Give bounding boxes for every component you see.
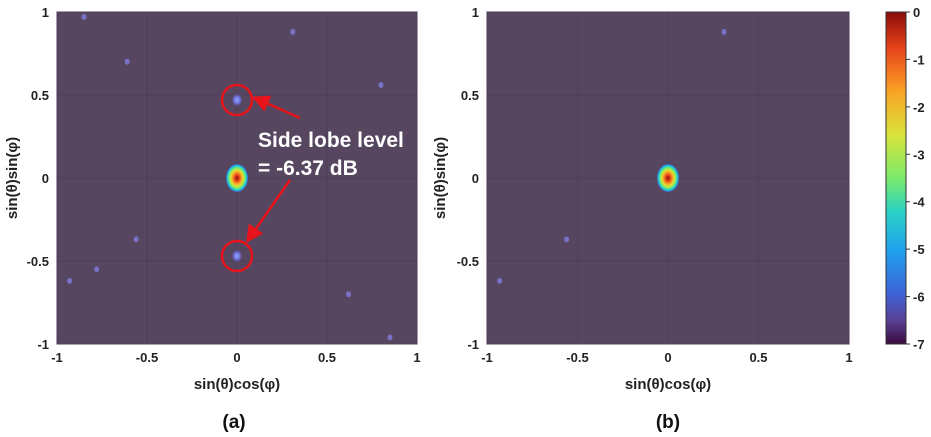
main-lobe-mark bbox=[226, 164, 248, 192]
minor-lobe-mark bbox=[346, 291, 352, 298]
y-tick-label: -0.5 bbox=[457, 254, 479, 269]
heatmap-panel-b: -1 -0.5 0 0.5 1 -1 -0.5 0 0.5 1 sin(θ)cos(φ) sin… bbox=[432, 5, 853, 433]
x-tick-labels: -1 -0.5 0 0.5 1 bbox=[481, 350, 852, 365]
y-tick-label: 1 bbox=[42, 5, 49, 20]
x-tick-label: -0.5 bbox=[136, 350, 158, 365]
x-tick-label: 1 bbox=[845, 350, 852, 365]
minor-lobe-mark bbox=[564, 236, 570, 243]
annotation-arrow-down bbox=[245, 179, 292, 243]
minor-lobe-mark bbox=[387, 334, 393, 341]
colorbar-tick-label: -2 bbox=[913, 100, 925, 115]
annotation-line-1: Side lobe level bbox=[258, 129, 404, 152]
minor-lobe-mark bbox=[721, 28, 727, 35]
x-tick-label: 0 bbox=[233, 350, 240, 365]
y-tick-label: 0 bbox=[472, 171, 479, 186]
heatmap-panel-a: Side lobe level = -6.37 dB -1 -0.5 0 0.5 1 -… bbox=[4, 5, 421, 433]
y-tick-label: 0.5 bbox=[461, 88, 479, 103]
y-tick-labels: -1 -0.5 0 0.5 1 bbox=[27, 5, 49, 352]
minor-lobe-mark bbox=[81, 13, 87, 20]
minor-lobe-mark bbox=[133, 236, 139, 243]
main-lobe-mark bbox=[657, 164, 679, 192]
x-axis-label: sin(θ)cos(φ) bbox=[625, 376, 711, 393]
minor-lobes bbox=[497, 28, 727, 284]
minor-lobes bbox=[67, 13, 393, 341]
y-tick-label: -0.5 bbox=[27, 254, 49, 269]
side-lobe-mark bbox=[231, 249, 243, 264]
y-tick-label: 0.5 bbox=[31, 88, 49, 103]
annotation-line-2: = -6.37 dB bbox=[258, 157, 358, 180]
side-lobe-circle bbox=[220, 239, 254, 273]
colorbar-tick-label: -3 bbox=[913, 147, 925, 162]
colorbar: 0 -1 -2 -3 -4 -5 -6 -7 bbox=[885, 5, 925, 352]
minor-lobe-mark bbox=[94, 266, 100, 273]
x-tick-label: 0.5 bbox=[318, 350, 336, 365]
x-tick-label: -0.5 bbox=[566, 350, 588, 365]
x-tick-label: -1 bbox=[51, 350, 63, 365]
panel-caption: (a) bbox=[222, 412, 245, 433]
y-tick-label: -1 bbox=[467, 337, 479, 352]
minor-lobe-mark bbox=[124, 58, 130, 65]
colorbar-tick-label: 0 bbox=[913, 5, 920, 20]
x-tick-label: 1 bbox=[413, 350, 420, 365]
annotation-arrow-up bbox=[251, 95, 301, 120]
side-lobe-mark bbox=[231, 92, 243, 107]
y-tick-label: -1 bbox=[37, 337, 49, 352]
colorbar-gradient bbox=[885, 11, 907, 345]
colorbar-tick-label: -7 bbox=[913, 337, 925, 352]
minor-lobe-mark bbox=[290, 28, 296, 35]
minor-lobe-mark bbox=[497, 277, 503, 284]
y-axis-label: sin(θ)sin(φ) bbox=[4, 137, 21, 219]
colorbar-tick-label: -6 bbox=[913, 290, 925, 305]
colorbar-tick-label: -1 bbox=[913, 52, 925, 67]
colorbar-tick-label: -4 bbox=[913, 195, 925, 210]
annotation: Side lobe level = -6.37 dB bbox=[245, 95, 404, 243]
y-tick-label: 0 bbox=[42, 171, 49, 186]
y-axis-label: sin(θ)sin(φ) bbox=[432, 137, 449, 219]
colorbar-tick-label: -5 bbox=[913, 242, 925, 257]
panel-caption: (b) bbox=[656, 412, 680, 433]
x-tick-label: 0.5 bbox=[749, 350, 767, 365]
x-tick-label: 0 bbox=[664, 350, 671, 365]
y-tick-labels: -1 -0.5 0 0.5 1 bbox=[457, 5, 479, 352]
x-axis-label: sin(θ)cos(φ) bbox=[194, 376, 280, 393]
y-tick-label: 1 bbox=[472, 5, 479, 20]
colorbar-tick-labels: 0 -1 -2 -3 -4 -5 -6 -7 bbox=[906, 5, 925, 352]
x-tick-labels: -1 -0.5 0 0.5 1 bbox=[51, 350, 420, 365]
side-lobes bbox=[231, 92, 243, 264]
minor-lobe-mark bbox=[67, 277, 73, 284]
minor-lobe-mark bbox=[378, 82, 384, 89]
x-tick-label: -1 bbox=[481, 350, 493, 365]
